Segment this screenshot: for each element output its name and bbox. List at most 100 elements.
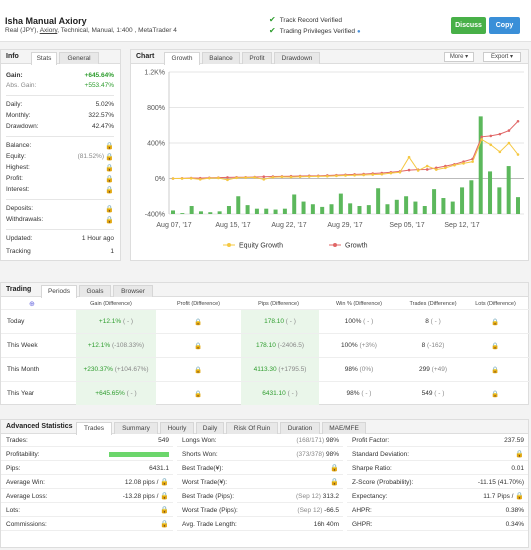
monthly-value: 322.57%: [88, 112, 114, 119]
tab-growth[interactable]: Growth: [164, 52, 200, 65]
tab-daily[interactable]: Daily: [196, 422, 224, 434]
profit-factor-label: Profit Factor:: [352, 437, 390, 444]
profit-factor-row: Profit Factor: 237.59: [347, 434, 528, 447]
profit-label: Profit:: [6, 175, 23, 182]
gain-cell: +12.1% ( - ): [76, 310, 156, 333]
tab-balance[interactable]: Balance: [202, 52, 240, 64]
lock-icon: 🔒: [105, 165, 114, 172]
account-type: Real (JPY),: [5, 27, 39, 34]
trades-cell: 8 ( - ): [398, 318, 468, 325]
broker-link[interactable]: Axiory: [39, 27, 58, 34]
tab-trades[interactable]: Trades: [76, 422, 112, 435]
chart-bar: [441, 198, 446, 214]
series-point: [480, 135, 483, 139]
chart-bar: [506, 166, 511, 214]
tab-goals[interactable]: Goals: [79, 285, 111, 297]
more-dropdown[interactable]: More ▾: [444, 52, 474, 62]
tab-periods[interactable]: Periods: [41, 285, 77, 298]
series-point: [507, 141, 511, 145]
export-dropdown[interactable]: Export ▾: [483, 52, 521, 62]
worst-trade-pips-label: Worst Trade (Pips):: [182, 507, 238, 514]
y-tick-label: 1.2K%: [144, 70, 165, 77]
pips-cell: 4113.30 (+1795.5): [241, 358, 319, 381]
series-point: [507, 129, 511, 132]
ghpr-value: 0.34%: [505, 521, 524, 528]
balance-label: Balance:: [6, 142, 32, 149]
series-point: [262, 178, 266, 181]
gain-diff: (-108.33%): [111, 342, 145, 349]
trades-cell: 8 (-162): [398, 342, 468, 349]
help-icon[interactable]: ●: [356, 29, 361, 35]
chart-bar: [376, 188, 381, 214]
std-dev-row: Standard Deviation: 🔒: [347, 448, 528, 461]
tab-general[interactable]: General: [59, 52, 99, 64]
series-point: [480, 138, 483, 141]
series-point: [498, 132, 502, 136]
sharpe-row: Sharpe Ratio: 0.01: [347, 462, 528, 475]
tab-summary[interactable]: Summary: [114, 422, 158, 434]
trades-diff: ( - ): [434, 390, 445, 397]
worst-trade-pips-row: Worst Trade (Pips): (Sep 12) -66.5: [177, 504, 343, 517]
lock-icon: 🔒: [515, 451, 524, 458]
x-tick-label: Aug 29, '17: [327, 222, 362, 229]
win-cell: 100% (+3%): [324, 342, 394, 349]
series-point: [453, 163, 456, 167]
longs-won-row: Longs Won: (168/171) 98%: [177, 434, 343, 447]
series-point: [198, 178, 202, 181]
series-point: [444, 166, 447, 170]
lock-icon: 🔒: [193, 391, 203, 398]
chart-bar: [497, 187, 502, 214]
gain-value: +12.1%: [98, 318, 122, 325]
trades-label: Trades:: [6, 437, 28, 444]
longs-won-label: Longs Won:: [182, 437, 217, 444]
gain-diff: ( - ): [122, 318, 134, 325]
period-label: This Month: [7, 366, 40, 373]
trades-cell: 549 ( - ): [398, 390, 468, 397]
commissions-row: Commissions: 🔒: [1, 518, 173, 531]
series-point: [489, 143, 493, 147]
best-trade-pips-label: Best Trade (Pips):: [182, 493, 235, 500]
series-point: [289, 175, 293, 179]
lots-label: Lots:: [6, 507, 21, 514]
discuss-button[interactable]: Discuss: [451, 17, 486, 34]
trading-tabbar: Trading Periods Goals Browser: [1, 283, 528, 298]
chart-bar: [189, 206, 194, 214]
tab-drawdown[interactable]: Drawdown: [274, 52, 320, 64]
period-label: This Year: [7, 390, 35, 397]
trades-diff: (-162): [427, 342, 445, 349]
daily-row: Daily: 5.02%: [6, 101, 114, 108]
series-point: [380, 172, 384, 176]
win-value: 100%: [344, 318, 362, 325]
tab-profit[interactable]: Profit: [242, 52, 272, 64]
gain-cell: +12.1% (-108.33%): [76, 334, 156, 357]
info-title: Info: [6, 53, 19, 60]
settings-icon[interactable]: ⊕: [29, 301, 35, 308]
divider: [6, 199, 114, 200]
worst-trade-pips-date: (Sep 12): [297, 507, 323, 514]
series-point: [407, 155, 411, 159]
info-tabbar: Info Stats General: [1, 50, 120, 65]
period-row: This Year +645.65% ( - ) 🔒 6431.10 ( - ) 98%…: [1, 381, 530, 405]
chart-bar: [217, 211, 222, 214]
tracking-label: Tracking: [6, 248, 31, 255]
tab-browser[interactable]: Browser: [113, 285, 153, 297]
series-point: [217, 176, 220, 180]
chart-bar: [320, 206, 325, 214]
lock-icon: 🔒: [160, 507, 169, 514]
best-trade-pips-date: (Sep 12): [295, 493, 321, 500]
tab-risk-of-ruin[interactable]: Risk Of Ruin: [226, 422, 278, 434]
account-subtitle: Real (JPY), Axiory, Technical, Manual, 1…: [5, 27, 177, 34]
tab-duration[interactable]: Duration: [280, 422, 320, 434]
tab-mae-mfe[interactable]: MAE/MFE: [322, 422, 366, 434]
period-label: Today: [7, 318, 25, 325]
tab-hourly[interactable]: Hourly: [160, 422, 194, 434]
shorts-won-label: Shorts Won:: [182, 451, 218, 458]
commissions-label: Commissions:: [6, 521, 47, 528]
best-trade-pips-row: Best Trade (Pips): (Sep 12) 313.2: [177, 490, 343, 503]
tab-stats[interactable]: Stats: [31, 52, 57, 65]
trading-privileges-label: Trading Privileges Verified: [279, 28, 355, 35]
legend-equity-dot: [227, 243, 231, 247]
copy-button[interactable]: Copy: [489, 17, 520, 34]
x-tick-label: Aug 07, '17: [156, 222, 191, 229]
trades-value: 549: [421, 390, 433, 397]
